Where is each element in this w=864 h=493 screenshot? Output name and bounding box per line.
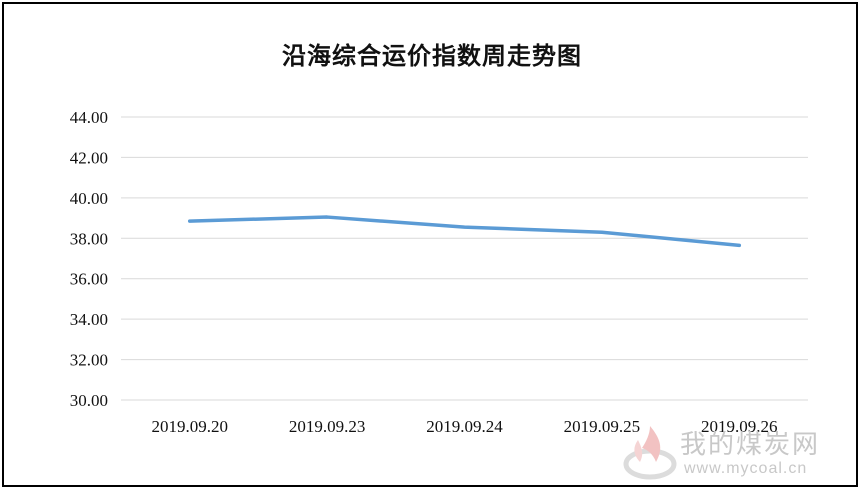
x-axis-ticks: 2019.09.20 2019.09.23 2019.09.24 2019.09.25… [151,417,777,436]
chart-title: 沿海综合运价指数周走势图 [282,41,582,70]
y-tick-label: 32.00 [70,351,108,370]
y-axis-ticks: 44.00 42.00 40.00 38.00 36.00 34.00 32.00 30.00 [70,108,108,410]
y-tick-label: 34.00 [70,310,108,329]
gridlines [121,116,808,401]
y-tick-label: 30.00 [70,391,108,410]
x-tick-label: 2019.09.24 [426,417,503,436]
y-tick-label: 44.00 [70,108,108,127]
flame-logo-icon [623,426,677,480]
y-tick-label: 38.00 [70,229,108,248]
series-lines [187,215,742,248]
series-line [187,215,742,248]
y-tick-label: 36.00 [70,270,108,289]
watermark-url: www.mycoal.cn [684,460,808,477]
watermark-text: 我的煤炭网 [680,430,821,460]
x-tick-label: 2019.09.20 [151,417,228,436]
y-tick-label: 42.00 [70,148,108,167]
y-tick-label: 40.00 [70,189,108,208]
watermark: 我的煤炭网 www.mycoal.cn [620,418,852,484]
x-tick-label: 2019.09.25 [564,417,641,436]
x-tick-label: 2019.09.26 [701,417,778,436]
x-tick-label: 2019.09.23 [289,417,366,436]
